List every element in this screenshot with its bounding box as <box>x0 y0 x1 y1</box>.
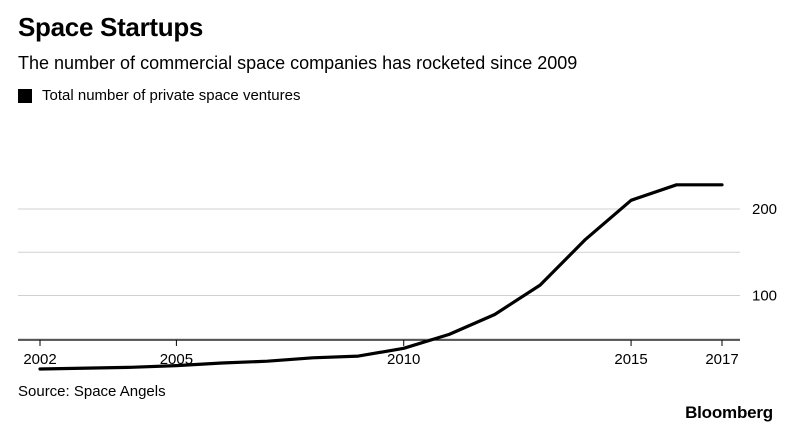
chart-subtitle: The number of commercial space companies… <box>18 53 578 73</box>
x-tick-label: 2017 <box>705 351 738 368</box>
source-note: Source: Space Angels <box>18 383 166 400</box>
legend-label: Total number of private space ventures <box>42 87 301 104</box>
chart-title: Space Startups <box>18 12 204 42</box>
y-tick-label: 200 <box>752 201 777 218</box>
x-tick-label: 2015 <box>614 351 647 368</box>
x-tick-label: 2002 <box>23 351 56 368</box>
x-tick-label: 2010 <box>387 351 420 368</box>
bloomberg-logo: Bloomberg <box>685 403 773 422</box>
legend: Total number of private space ventures <box>18 87 300 104</box>
y-tick-label: 100 <box>752 288 777 305</box>
legend-swatch <box>18 88 32 103</box>
series-line <box>38 183 724 371</box>
